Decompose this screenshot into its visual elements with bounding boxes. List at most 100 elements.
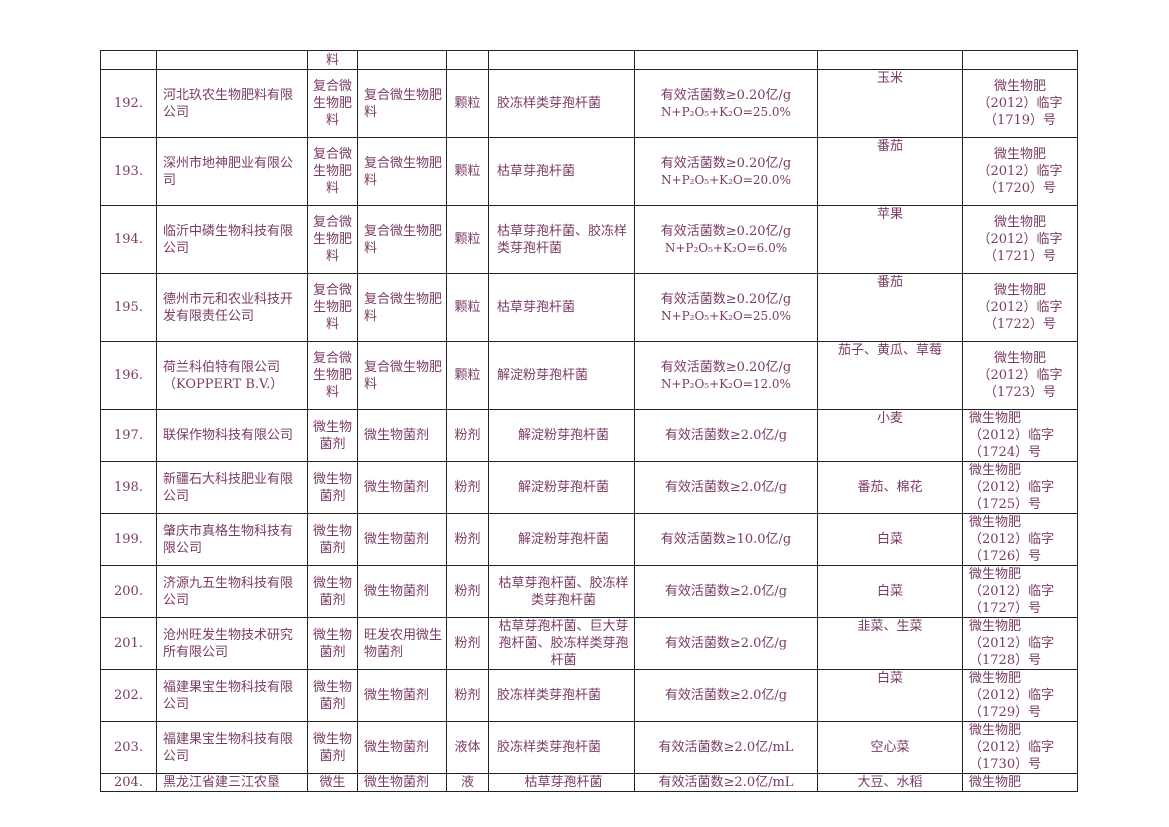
index-line-2: N+P₂O₅+K₂O=25.0% — [661, 308, 791, 323]
cell-form: 液 — [446, 773, 489, 792]
company-name: 联保作物科技有限公司 — [163, 428, 294, 443]
registration-line-2: （2012）临字 — [977, 96, 1063, 111]
index-line-1: 有效活菌数≥2.0亿/mL — [658, 775, 794, 790]
registration-line-3: （1728）号 — [969, 653, 1042, 668]
cell-crop: 白菜 — [817, 669, 963, 722]
cell-company: 临沂中磷生物科技有限公司 — [156, 205, 308, 274]
cell-form: 粉剂 — [446, 617, 489, 670]
crop-text: 空心菜 — [870, 740, 910, 755]
index-line-2: N+P₂O₅+K₂O=20.0% — [661, 172, 791, 187]
registration-line-2: （2012）临字 — [969, 740, 1055, 755]
cell-crop: 番茄、棉花 — [817, 461, 963, 514]
registration-line-3: （1725）号 — [969, 497, 1042, 512]
cell-form: 颗粒 — [446, 273, 489, 342]
crop-text: 苹果 — [876, 207, 903, 222]
product-type: 微生物菌剂 — [312, 575, 352, 608]
product-form: 颗粒 — [454, 368, 481, 383]
cell-no: 194. — [100, 205, 157, 274]
registration-line-1: 微生物肥 — [969, 411, 1022, 426]
product-type: 复合微生物肥料 — [312, 351, 352, 400]
registration-line-3: （1730）号 — [969, 757, 1042, 772]
cell-company: 济源九五生物科技有限公司 — [156, 565, 308, 618]
cell-index: 有效活菌数≥2.0亿/g — [634, 409, 818, 462]
product-name: 微生物菌剂 — [364, 428, 430, 443]
registration-line-1: 微生物肥 — [969, 463, 1022, 478]
table-row: 199. 肇庆市真格生物科技有限公司 微生物菌剂 微生物菌剂 粉剂 解淀粉芽孢杆菌 有效活菌… — [100, 513, 1078, 566]
company-name: 河北玖农生物肥料有限公司 — [163, 87, 294, 120]
registration-line-1: 微生物肥 — [969, 619, 1022, 634]
cell-company — [156, 50, 308, 70]
cell-type: 微生 — [307, 773, 358, 792]
cell-crop: 白菜 — [817, 513, 963, 566]
table-row: 204. 黑龙江省建三江农垦 微生 微生物菌剂 液 枯草芽孢杆菌 有效活菌数≥2.0亿/mL… — [100, 773, 1078, 792]
registration-line-2: （2012）临字 — [977, 300, 1063, 315]
cell-type: 微生物菌剂 — [307, 461, 358, 514]
registration-line-2: （2012）临字 — [969, 428, 1055, 443]
product-type: 微生物菌剂 — [312, 627, 352, 660]
cell-company: 深州市地神肥业有限公司 — [156, 137, 308, 206]
row-number: 201. — [114, 636, 143, 651]
cell-type: 复合微生物肥料 — [307, 205, 358, 274]
registration-line-1: 微生物肥 — [993, 79, 1046, 94]
cell-type: 微生物菌剂 — [307, 409, 358, 462]
company-name: 福建果宝生物科技有限公司 — [163, 679, 294, 712]
cell-index — [634, 50, 818, 70]
product-form: 颗粒 — [454, 232, 481, 247]
cell-form: 颗粒 — [446, 137, 489, 206]
registration-line-3: （1729）号 — [969, 705, 1042, 720]
product-type: 复合微生物肥料 — [312, 79, 352, 128]
cell-name: 复合微生物肥料 — [357, 137, 447, 206]
registration-line-1: 微生物肥 — [969, 723, 1022, 738]
cell-strain: 胶冻样类芽孢杆菌 — [488, 669, 635, 722]
cell-no: 204. — [100, 773, 157, 792]
cell-crop: 苹果 — [817, 205, 963, 274]
product-form: 颗粒 — [454, 300, 481, 315]
crop-text: 番茄 — [876, 139, 903, 154]
cell-registration: 微生物肥 （2012）临字 （1725）号 — [962, 461, 1078, 514]
cell-registration: 微生物肥 （2012）临字 （1719）号 — [962, 69, 1078, 138]
cell-index: 有效活菌数≥2.0亿/g — [634, 617, 818, 670]
company-name: 沧州旺发生物技术研究所有限公司 — [163, 627, 294, 660]
product-name: 复合微生物肥料 — [364, 155, 443, 188]
product-name: 微生物菌剂 — [364, 532, 430, 547]
cell-strain: 解淀粉芽孢杆菌 — [488, 341, 635, 410]
cell-company: 黑龙江省建三江农垦 — [156, 773, 308, 792]
company-name: 新疆石大科技肥业有限公司 — [163, 471, 294, 504]
cell-company: 联保作物科技有限公司 — [156, 409, 308, 462]
cell-strain — [488, 50, 635, 70]
type-fragment-text: 料 — [325, 53, 339, 68]
table-row: 198. 新疆石大科技肥业有限公司 微生物菌剂 微生物菌剂 粉剂 解淀粉芽孢杆菌 有效活菌数… — [100, 461, 1078, 514]
cell-type: 复合微生物肥料 — [307, 137, 358, 206]
index-line-1: 有效活菌数≥2.0亿/g — [664, 480, 788, 495]
product-name: 微生物菌剂 — [364, 584, 430, 599]
cell-form — [446, 50, 489, 70]
registration-line-3: （1724）号 — [969, 445, 1042, 460]
strain-text: 枯草芽孢杆菌、胶冻样类芽孢杆菌 — [497, 223, 628, 256]
index-line-2: N+P₂O₅+K₂O=12.0% — [661, 376, 791, 391]
registration-line-1: 微生物肥 — [969, 515, 1022, 530]
product-name: 微生物菌剂 — [364, 775, 430, 790]
table-row: 193. 深州市地神肥业有限公司 复合微生物肥料 复合微生物肥料 颗粒 枯草芽孢杆菌 有效活… — [100, 137, 1078, 206]
cell-no: 195. — [100, 273, 157, 342]
cell-registration: 微生物肥 （2012）临字 （1722）号 — [962, 273, 1078, 342]
cell-company: 德州市元和农业科技开发有限责任公司 — [156, 273, 308, 342]
cell-form: 粉剂 — [446, 461, 489, 514]
registration-line-2: （2012）临字 — [969, 532, 1055, 547]
crop-text: 小麦 — [876, 411, 903, 426]
cell-name: 微生物菌剂 — [357, 409, 447, 462]
registration-line-2: （2012）临字 — [977, 232, 1063, 247]
cell-strain: 枯草芽孢杆菌、胶冻样类芽孢杆菌 — [488, 205, 635, 274]
row-number: 193. — [114, 164, 143, 179]
cell-index: 有效活菌数≥2.0亿/g — [634, 669, 818, 722]
cell-index: 有效活菌数≥0.20亿/g N+P₂O₅+K₂O=6.0% — [634, 205, 818, 274]
cell-crop: 韭菜、生菜 — [817, 617, 963, 670]
product-type: 微生 — [319, 775, 346, 790]
cell-index: 有效活菌数≥0.20亿/g N+P₂O₅+K₂O=25.0% — [634, 273, 818, 342]
table-row: 197. 联保作物科技有限公司 微生物菌剂 微生物菌剂 粉剂 解淀粉芽孢杆菌 有效活菌数≥2… — [100, 409, 1078, 462]
strain-text: 枯草芽孢杆菌、巨大芽孢杆菌、胶冻样类芽孢杆菌 — [498, 619, 629, 668]
strain-text: 解淀粉芽孢杆菌 — [497, 368, 589, 383]
index-line-1: 有效活菌数≥0.20亿/g — [660, 87, 792, 103]
cell-crop: 茄子、黄瓜、草莓 — [817, 341, 963, 410]
crop-text: 白菜 — [876, 671, 903, 686]
index-line-1: 有效活菌数≥10.0亿/g — [660, 532, 792, 547]
